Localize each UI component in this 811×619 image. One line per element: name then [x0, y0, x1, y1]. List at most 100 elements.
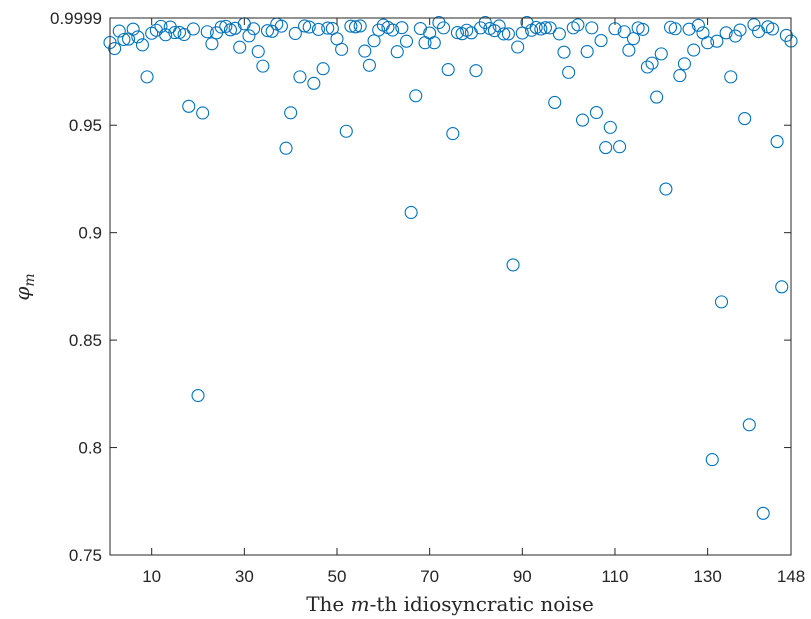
data-point: [538, 21, 553, 35]
data-point: [256, 59, 270, 73]
y-tick-label: 0.8: [78, 439, 102, 458]
data-point: [348, 20, 363, 34]
x-tick-label: 70: [420, 567, 439, 586]
data-point: [367, 34, 381, 48]
data-point: [344, 19, 358, 33]
data-point: [274, 19, 288, 33]
data-point: [626, 32, 641, 46]
data-point: [446, 127, 460, 141]
data-point: [501, 27, 515, 41]
data-point: [126, 22, 140, 36]
data-point: [321, 21, 335, 35]
data-point: [302, 20, 316, 34]
data-point: [353, 19, 367, 33]
data-point: [705, 453, 719, 467]
data-point: [659, 182, 673, 196]
data-point: [747, 18, 761, 32]
data-point: [603, 120, 617, 134]
data-point: [154, 19, 168, 33]
x-tick-label: 90: [513, 567, 532, 586]
data-point: [511, 40, 525, 54]
data-point: [645, 56, 659, 70]
data-point: [650, 90, 664, 104]
data-point: [386, 23, 400, 37]
data-points: [103, 15, 798, 520]
data-point: [311, 22, 326, 36]
data-point: [617, 25, 631, 39]
plot-background: [110, 18, 791, 555]
y-tick-label: 0.85: [69, 331, 102, 350]
data-point: [191, 389, 205, 403]
data-point: [673, 69, 687, 83]
data-point: [733, 23, 747, 37]
data-point: [399, 34, 414, 48]
data-point: [214, 20, 228, 34]
y-tick-label: 0.9: [78, 224, 102, 243]
data-point: [594, 34, 608, 48]
data-point: [497, 27, 511, 41]
data-point: [571, 18, 585, 32]
data-point: [682, 22, 696, 36]
y-tick-label: 0.75: [69, 546, 102, 565]
data-point: [288, 26, 302, 41]
data-point: [409, 89, 423, 103]
x-tick-label: 50: [328, 567, 347, 586]
data-point: [450, 26, 464, 40]
data-point: [293, 70, 307, 84]
data-point: [117, 32, 131, 47]
data-point: [562, 65, 576, 79]
data-point: [548, 95, 562, 110]
data-point: [427, 36, 441, 50]
data-point: [159, 28, 173, 42]
data-point: [200, 25, 214, 39]
x-tick-label: 130: [693, 567, 721, 586]
data-point: [756, 506, 770, 520]
y-tick-label: 0.95: [69, 116, 102, 135]
data-point: [742, 418, 756, 432]
data-point: [168, 26, 182, 40]
data-point: [390, 45, 404, 59]
data-point: [260, 24, 275, 38]
data-point: [395, 21, 409, 35]
plot-frame: [109, 17, 792, 556]
data-point: [719, 26, 733, 40]
data-point: [279, 141, 293, 155]
data-point: [589, 105, 603, 120]
data-point: [710, 34, 724, 48]
data-point: [186, 22, 200, 36]
x-tick-label: 110: [601, 567, 628, 586]
data-point: [585, 21, 599, 35]
data-point: [140, 70, 154, 84]
data-point: [372, 23, 386, 37]
y-tick-label: 0.9999: [50, 9, 102, 28]
data-point: [677, 57, 691, 71]
data-point: [316, 62, 330, 76]
data-point: [506, 258, 520, 272]
data-point: [770, 135, 784, 149]
data-point: [242, 29, 256, 43]
data-point: [196, 106, 210, 120]
data-point: [307, 76, 321, 90]
data-point: [687, 43, 701, 57]
x-tick-label: 148: [777, 567, 805, 586]
data-point: [691, 18, 705, 32]
data-point: [339, 124, 353, 138]
data-point: [668, 22, 682, 36]
data-point: [580, 44, 594, 59]
data-point: [613, 140, 627, 154]
data-point: [714, 295, 729, 309]
data-point: [492, 19, 506, 33]
data-point: [575, 113, 590, 127]
data-point: [441, 63, 455, 77]
x-axis-title: The m-th idiosyncratic noise: [306, 592, 594, 616]
data-point: [112, 24, 126, 38]
x-tick-label: 30: [235, 567, 254, 586]
data-point: [358, 44, 372, 58]
data-point: [724, 70, 738, 84]
data-point: [135, 38, 149, 52]
data-point: [437, 21, 451, 35]
data-point: [404, 205, 418, 220]
x-axis-ticks: 10 30 50 70 90 110 130 148: [142, 18, 805, 586]
data-point: [469, 64, 483, 78]
